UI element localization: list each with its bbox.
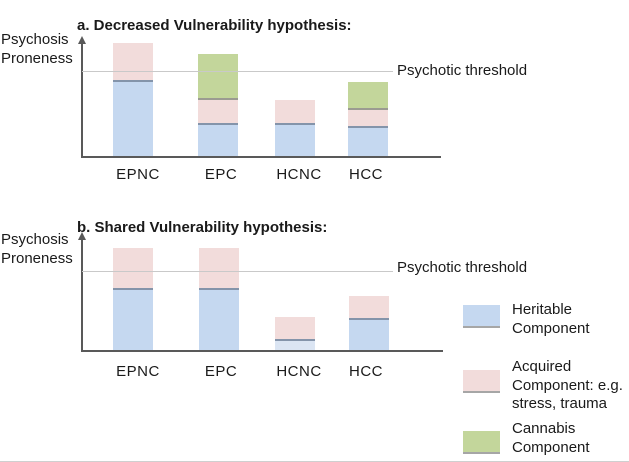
- category-label-hcnc-chart-b: HCNC: [276, 363, 322, 380]
- chart-b-title: b. Shared Vulnerability hypothesis:: [77, 219, 328, 236]
- y-axis-label-line1: Psychosis: [1, 31, 69, 48]
- chart-a-threshold-label: Psychotic threshold: [397, 62, 528, 79]
- bar-segment-acquired: [275, 100, 315, 123]
- chart-b-x-axis: [81, 350, 443, 352]
- category-label-epnc-chart-a: EPNC: [116, 166, 160, 183]
- legend-swatch-cannabis: [463, 431, 500, 454]
- bar-segment-heritable: [198, 123, 238, 158]
- bar-segment-acquired: [348, 108, 388, 126]
- bar-segment-heritable: [113, 288, 153, 352]
- bar-epc-chart-a: [198, 54, 238, 158]
- bar-segment-cannabis: [198, 54, 238, 98]
- y-axis-label-line2: Proneness: [1, 50, 73, 67]
- chart-a-threshold-line: [82, 71, 393, 72]
- bar-epnc-chart-b: [113, 248, 153, 352]
- bar-segment-acquired: [199, 248, 239, 288]
- bar-hcc-chart-a: [348, 82, 388, 158]
- legend-label-heritable: Heritable Component: [512, 301, 590, 337]
- bar-segment-acquired: [275, 317, 315, 339]
- bar-hcnc-chart-a: [275, 100, 315, 158]
- category-label-hcc-chart-b: HCC: [349, 363, 383, 380]
- chart-a-y-axis: [81, 43, 83, 158]
- bar-segment-cannabis: [348, 82, 388, 108]
- chart-b-threshold-line: [82, 271, 393, 272]
- legend-swatch-heritable: [463, 305, 500, 328]
- chart-a-y-axis-label: Psychosis Proneness: [1, 30, 81, 68]
- bar-hcnc-chart-b: [275, 317, 315, 352]
- y-axis-arrow-icon: [78, 36, 86, 44]
- chart-a-title: a. Decreased Vulnerability hypothesis:: [77, 17, 352, 34]
- y-axis-label-line2: Proneness: [1, 250, 73, 267]
- bar-epc-chart-b: [199, 248, 239, 352]
- category-label-epc-chart-a: EPC: [204, 166, 238, 183]
- bar-segment-acquired: [198, 98, 238, 123]
- chart-b-y-axis: [81, 240, 83, 352]
- bar-hcc-chart-b: [349, 296, 389, 352]
- category-label-hcnc-chart-a: HCNC: [276, 166, 322, 183]
- y-axis-arrow-icon: [78, 232, 86, 240]
- bar-segment-heritable: [275, 339, 315, 352]
- bar-epnc-chart-a: [113, 43, 153, 158]
- category-label-hcc-chart-a: HCC: [349, 166, 383, 183]
- category-label-epc-chart-b: EPC: [204, 363, 238, 380]
- legend-swatch-acquired: [463, 370, 500, 393]
- bar-segment-heritable: [199, 288, 239, 352]
- y-axis-label-line1: Psychosis: [1, 231, 69, 248]
- chart-b-y-axis-label: Psychosis Proneness: [1, 230, 81, 268]
- category-label-epnc-chart-b: EPNC: [116, 363, 160, 380]
- legend-label-cannabis: Cannabis Component: [512, 420, 590, 456]
- bar-segment-heritable: [275, 123, 315, 158]
- legend-label-acquired: Acquired Component: e.g. stress, trauma: [512, 358, 623, 412]
- chart-a-x-axis: [81, 156, 441, 158]
- bar-segment-acquired: [113, 43, 153, 80]
- chart-b-threshold-label: Psychotic threshold: [397, 259, 528, 276]
- bar-segment-heritable: [348, 126, 388, 158]
- bar-segment-acquired: [349, 296, 389, 318]
- bar-segment-heritable: [349, 318, 389, 352]
- bar-segment-heritable: [113, 80, 153, 158]
- bar-segment-acquired: [113, 248, 153, 288]
